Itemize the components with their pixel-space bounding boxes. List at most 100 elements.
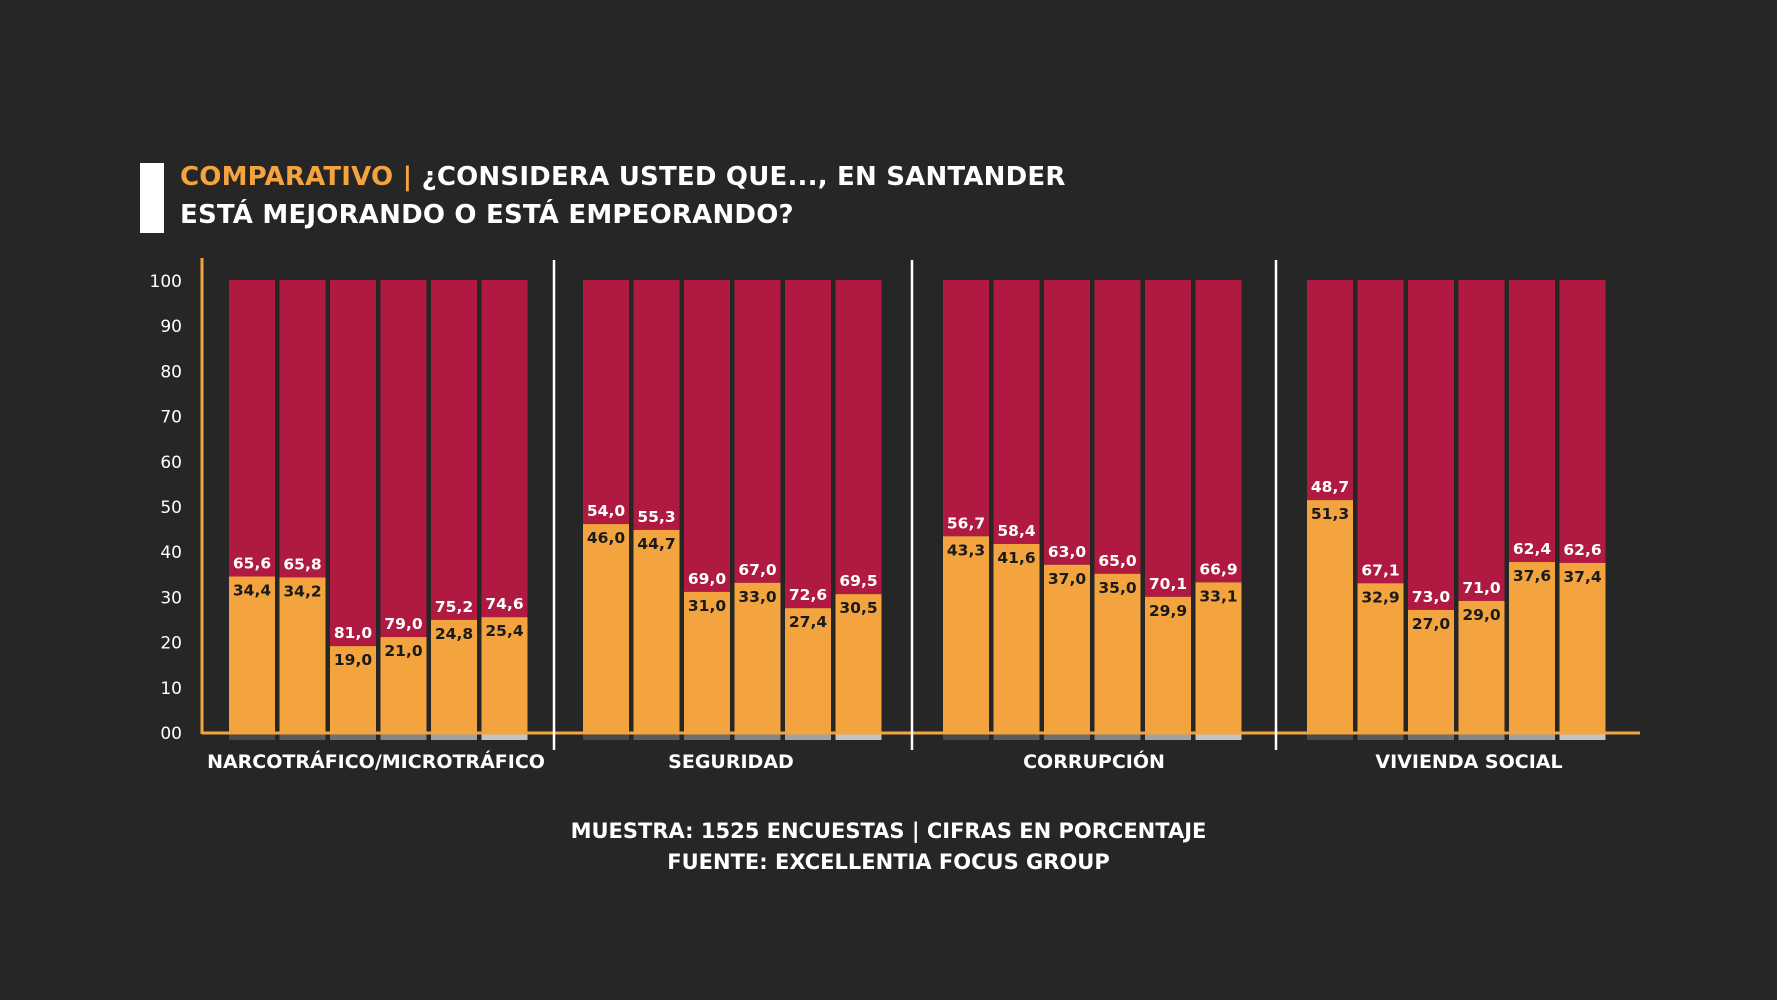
- data-label-worsening: 54,0: [587, 502, 625, 520]
- data-label-improving: 29,9: [1149, 602, 1187, 620]
- bar-base-strip: [1195, 732, 1242, 740]
- data-label-worsening: 81,0: [334, 624, 372, 642]
- data-label-worsening: 55,3: [637, 508, 675, 526]
- data-label-worsening: 69,0: [688, 570, 726, 588]
- bar-improving: [229, 576, 275, 732]
- data-label-worsening: 56,7: [947, 514, 985, 532]
- bar-improving: [380, 637, 427, 732]
- bar-improving: [1458, 600, 1505, 732]
- data-label-improving: 31,0: [688, 597, 726, 615]
- bar-base-strip: [431, 732, 477, 740]
- data-label-improving: 30,5: [839, 599, 877, 617]
- title-question-part-1: ¿CONSIDERA USTED QUE..., EN SANTANDER: [421, 162, 1066, 192]
- data-label-worsening: 69,5: [839, 572, 877, 590]
- data-label-improving: 29,0: [1462, 606, 1500, 624]
- data-label-improving: 37,0: [1048, 570, 1086, 588]
- bar-worsening: [1195, 280, 1242, 583]
- bar-base-strip: [1559, 732, 1606, 740]
- bar-improving: [943, 536, 989, 732]
- y-tick-label: 30: [160, 588, 182, 608]
- bar-improving: [583, 524, 629, 732]
- bar-base-strip: [1408, 732, 1454, 740]
- data-label-worsening: 67,1: [1361, 561, 1399, 579]
- data-label-worsening: 72,6: [789, 586, 827, 604]
- data-label-improving: 51,3: [1311, 505, 1349, 523]
- data-label-improving: 34,2: [283, 582, 321, 600]
- data-label-worsening: 66,9: [1199, 560, 1237, 578]
- data-label-improving: 33,1: [1199, 587, 1237, 605]
- data-label-improving: 34,4: [233, 582, 271, 600]
- bar-improving: [1145, 596, 1191, 732]
- bar-improving: [993, 543, 1040, 732]
- data-label-improving: 44,7: [637, 535, 675, 553]
- bar-worsening: [684, 280, 730, 592]
- bar-improving: [785, 608, 831, 732]
- data-label-improving: 21,0: [384, 642, 422, 660]
- bar-improving: [1559, 562, 1606, 732]
- bar-improving: [1509, 562, 1555, 732]
- title-prefix: COMPARATIVO |: [180, 162, 413, 192]
- bar-base-strip: [785, 732, 831, 740]
- bar-improving: [633, 529, 680, 732]
- chart-title: COMPARATIVO | ¿CONSIDERA USTED QUE..., E…: [180, 158, 1080, 234]
- data-label-worsening: 71,0: [1462, 579, 1500, 597]
- bar-base-strip: [1044, 732, 1090, 740]
- bar-base-strip: [229, 732, 275, 740]
- bar-worsening: [380, 280, 427, 638]
- data-label-worsening: 79,0: [384, 615, 422, 633]
- data-label-worsening: 62,6: [1563, 541, 1601, 559]
- data-label-worsening: 67,0: [738, 561, 776, 579]
- bar-base-strip: [380, 732, 427, 740]
- bar-improving: [431, 619, 477, 732]
- y-tick-label: 40: [160, 543, 182, 563]
- bar-worsening: [785, 280, 831, 609]
- bar-improving: [481, 617, 528, 732]
- bar-worsening: [1044, 280, 1090, 565]
- y-tick-label: 50: [160, 498, 182, 518]
- bar-worsening: [1357, 280, 1404, 584]
- data-label-improving: 35,0: [1098, 579, 1136, 597]
- bar-base-strip: [633, 732, 680, 740]
- bar-improving: [330, 646, 376, 732]
- bar-worsening: [1458, 280, 1505, 601]
- bar-base-strip: [1094, 732, 1141, 740]
- bar-base-strip: [1357, 732, 1404, 740]
- bar-base-strip: [279, 732, 326, 740]
- data-label-worsening: 63,0: [1048, 543, 1086, 561]
- bar-base-strip: [1458, 732, 1505, 740]
- bar-improving: [1195, 582, 1242, 732]
- data-label-improving: 25,4: [485, 622, 523, 640]
- bar-improving: [1094, 573, 1141, 732]
- data-label-improving: 19,0: [334, 651, 372, 669]
- bar-base-strip: [993, 732, 1040, 740]
- bar-improving: [1408, 609, 1454, 732]
- bar-base-strip: [1307, 732, 1353, 740]
- bar-base-strip: [481, 732, 528, 740]
- title-line-1: COMPARATIVO | ¿CONSIDERA USTED QUE..., E…: [180, 158, 1080, 196]
- data-label-worsening: 65,8: [283, 555, 321, 573]
- bar-worsening: [1145, 280, 1191, 597]
- y-tick-label: 60: [160, 453, 182, 473]
- data-label-improving: 43,3: [947, 541, 985, 559]
- bar-base-strip: [943, 732, 989, 740]
- bar-base-strip: [835, 732, 882, 740]
- data-label-improving: 37,4: [1563, 568, 1601, 586]
- y-tick-label: 20: [160, 634, 182, 654]
- bar-base-strip: [1509, 732, 1555, 740]
- bar-worsening: [1307, 280, 1353, 501]
- data-label-worsening: 58,4: [997, 522, 1035, 540]
- y-tick-label: 100: [150, 272, 182, 292]
- y-tick-label: 00: [160, 724, 182, 744]
- data-label-worsening: 48,7: [1311, 478, 1349, 496]
- group-label: SEGURIDAD: [668, 751, 794, 773]
- footer-sample: MUESTRA: 1525 ENCUESTAS | CIFRAS EN PORC…: [570, 819, 1207, 843]
- data-label-improving: 24,8: [435, 625, 473, 643]
- bar-base-strip: [684, 732, 730, 740]
- group-label: VIVIENDA SOCIAL: [1375, 751, 1562, 773]
- bar-base-strip: [330, 732, 376, 740]
- y-tick-label: 70: [160, 408, 182, 428]
- bar-base-strip: [583, 732, 629, 740]
- data-label-improving: 33,0: [738, 588, 776, 606]
- bar-worsening: [835, 280, 882, 595]
